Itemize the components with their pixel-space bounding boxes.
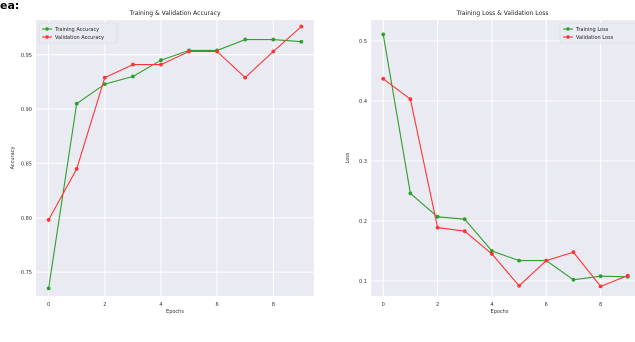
x-tick-label: 8 (272, 302, 275, 308)
data-point (102, 75, 107, 80)
data-point (598, 284, 603, 289)
series-line-1 (382, 34, 628, 281)
y-tick-label: 0.95 (21, 53, 32, 59)
y-tick-label: 0.4 (359, 99, 367, 105)
data-point (381, 76, 386, 81)
chart-title: Training & Validation Accuracy (128, 10, 221, 17)
plot-area (371, 20, 635, 296)
series-line-2 (48, 26, 302, 221)
data-point (408, 97, 413, 102)
y-tick-label: 0.85 (21, 161, 32, 167)
data-point (74, 101, 79, 106)
data-point (159, 62, 163, 67)
legend-label: Training Accuracy (54, 27, 99, 33)
data-point (46, 218, 51, 222)
x-tick-label: 8 (599, 302, 602, 308)
corner-label: ea: (0, 0, 20, 12)
data-point (187, 49, 191, 54)
y-tick-label: 0.80 (21, 216, 32, 222)
data-point (462, 217, 467, 222)
legend-swatch-marker (45, 35, 49, 39)
plot-area (36, 20, 314, 296)
data-point (299, 24, 304, 29)
legend-swatch-marker (45, 27, 49, 31)
legend-swatch-marker (566, 27, 570, 31)
legend: Training Accuracy Validation Accuracy (38, 22, 118, 44)
data-point (517, 283, 521, 288)
data-point (215, 49, 220, 54)
legend-swatch-marker (566, 35, 570, 39)
data-point (598, 274, 603, 279)
series-line-1 (48, 39, 302, 289)
x-tick-label: 6 (216, 302, 219, 308)
legend-label: Training Loss (575, 27, 609, 33)
data-point (243, 37, 248, 42)
x-tick-label: 2 (436, 302, 439, 308)
legend: Training Loss Validation Loss (559, 22, 635, 44)
series-line-2 (382, 78, 629, 288)
data-point (381, 32, 386, 37)
y-axis-label: Accuracy (10, 147, 16, 170)
y-axis-label: Loss (345, 152, 351, 163)
data-point (74, 166, 79, 171)
data-point (544, 258, 549, 263)
x-tick-label: 0 (382, 302, 385, 308)
legend-label: Validation Loss (576, 35, 614, 41)
x-tick-label: 0 (47, 302, 50, 308)
legend-box (559, 22, 635, 44)
legend-box (38, 22, 118, 44)
x-tick-label: 2 (103, 302, 106, 308)
data-point (490, 249, 494, 253)
y-tick-label: 0.75 (21, 270, 32, 276)
data-point (571, 277, 576, 282)
y-tick-label: 0.90 (21, 107, 32, 113)
y-tick-label: 0.1 (359, 279, 367, 285)
data-point (271, 37, 276, 42)
data-point (625, 273, 630, 278)
data-point (408, 191, 413, 196)
data-point (299, 39, 304, 44)
data-point (102, 82, 107, 87)
chart-title: Training Loss & Validation Loss (456, 10, 549, 17)
y-tick-label: 0.2 (359, 219, 367, 225)
x-tick-label: 4 (490, 302, 493, 308)
data-point (435, 225, 440, 230)
x-tick-label: 4 (159, 302, 162, 308)
y-tick-label: 0.3 (359, 159, 367, 165)
data-point (243, 75, 248, 80)
x-axis-label: Epochs (491, 309, 509, 315)
data-point (130, 74, 135, 79)
chart-1: 0 2 4 6 8 0.75 0.80 0.85 0.90 0.95 Training & Vali… (10, 10, 314, 315)
data-point (130, 62, 135, 67)
data-point (517, 258, 521, 263)
y-tick-label: 0.5 (359, 39, 367, 45)
data-point (159, 58, 163, 63)
chart-2: 0 2 4 6 8 0.1 0.2 0.3 0.4 0.5 Training Loss & Vali… (345, 10, 635, 315)
data-point (571, 250, 576, 255)
data-point (271, 49, 276, 54)
data-point (490, 252, 494, 256)
data-point (435, 214, 440, 219)
data-point (462, 229, 467, 234)
x-tick-label: 6 (545, 302, 548, 308)
x-axis-label: Epochs (166, 309, 184, 315)
legend-label: Validation Accuracy (55, 35, 104, 41)
data-point (46, 286, 51, 291)
